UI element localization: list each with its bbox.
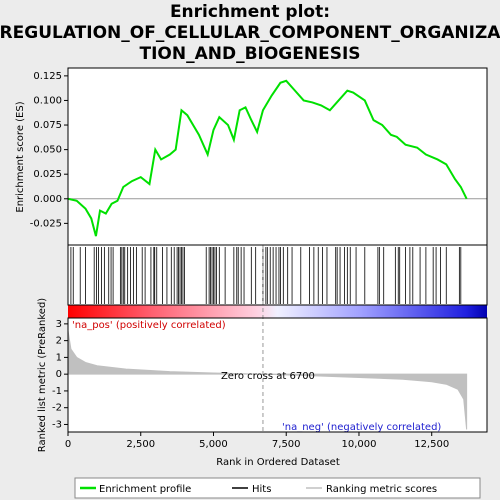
title-line: TION_AND_BIOGENESIS	[139, 44, 360, 64]
y-tick-label: 0.125	[33, 71, 62, 82]
x-tick-label: 10,000	[341, 439, 376, 450]
es-line	[67, 79, 468, 237]
y-tick-label: 0	[56, 369, 62, 380]
rank-color-bar	[68, 305, 487, 318]
y-tick-label: 1	[56, 352, 62, 363]
y-tick-label: 0.050	[33, 145, 62, 156]
y-tick-label: -3	[52, 419, 62, 430]
legend	[74, 477, 481, 499]
y-axis-label: Enrichment score (ES)	[15, 101, 26, 212]
legend-label: Enrichment profile	[99, 484, 191, 495]
title-line: REGULATION_OF_CELLULAR_COMPONENT_ORGANIZ…	[0, 23, 500, 43]
zero-cross-label: Zero cross at 6700	[221, 371, 315, 382]
x-tick-label: 2,500	[126, 439, 155, 450]
y-tick-label: 0.075	[33, 120, 62, 131]
y-tick-label: 2	[56, 336, 62, 347]
y-tick-label: 0.000	[33, 194, 62, 205]
x-tick-label: 0	[65, 439, 71, 450]
x-tick-label: 12,500	[414, 439, 449, 450]
title-line: Enrichment plot:	[170, 2, 330, 22]
y-tick-label: -0.025	[30, 218, 62, 229]
y-tick-label: 3	[56, 319, 62, 330]
y-tick-label: -2	[52, 403, 62, 414]
x-tick-label: 7,500	[272, 439, 301, 450]
y-tick-label: -1	[52, 386, 62, 397]
pos-label: 'na_pos' (positively correlated)	[72, 320, 226, 331]
legend-label: Hits	[252, 484, 271, 495]
panel-frame	[67, 244, 488, 306]
x-axis-label: Rank in Ordered Dataset	[216, 457, 340, 468]
x-tick-label: 5,000	[199, 439, 228, 450]
y-axis-label: Ranked list metric (PreRanked)	[37, 298, 48, 452]
panel-frame	[67, 317, 488, 433]
y-tick-label: 0.100	[33, 95, 62, 106]
neg-label: 'na_neg' (negatively correlated)	[282, 422, 441, 433]
metric-area	[67, 330, 468, 430]
y-tick-label: 0.025	[33, 169, 62, 180]
legend-label: Ranking metric scores	[326, 484, 437, 495]
